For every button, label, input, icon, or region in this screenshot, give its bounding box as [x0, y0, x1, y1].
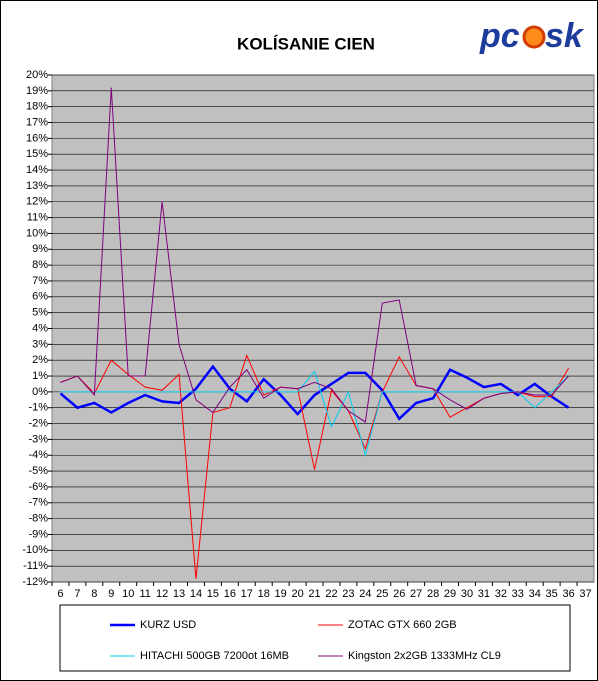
- x-tick-label: 17: [241, 588, 253, 600]
- y-tick-label: 14%: [26, 164, 48, 176]
- y-tick-label: 17%: [26, 116, 48, 128]
- logo: pc sk: [479, 17, 585, 55]
- x-tick-label: 19: [275, 588, 287, 600]
- y-tick-label: 7%: [32, 275, 48, 287]
- y-tick-label: 9%: [32, 243, 48, 255]
- y-tick-label: 10%: [26, 227, 48, 239]
- x-tick-label: 26: [393, 588, 405, 600]
- series-line: [60, 87, 569, 423]
- x-tick-label: 25: [376, 588, 388, 600]
- legend-label: KURZ USD: [140, 619, 196, 631]
- legend: [59, 604, 571, 672]
- x-tick-label: 28: [427, 588, 439, 600]
- y-tick-label: 6%: [32, 291, 48, 303]
- y-tick-label: 1%: [32, 370, 48, 382]
- y-tick-label: -6%: [28, 481, 48, 493]
- y-tick-label: -5%: [28, 465, 48, 477]
- y-tick-label: 18%: [26, 101, 48, 113]
- y-tick-label: 11%: [27, 212, 48, 224]
- x-tick-label: 12: [156, 588, 168, 600]
- series-line: [59, 364, 570, 421]
- x-tick-label: 10: [122, 588, 134, 600]
- x-tick-label: 16: [224, 588, 236, 600]
- y-tick-label: -7%: [28, 497, 48, 509]
- x-tick-label: 8: [91, 588, 97, 600]
- y-tick-label: 5%: [32, 307, 48, 319]
- x-tick-label: 23: [342, 588, 354, 600]
- series-line: [60, 370, 569, 458]
- y-tick-label: 12%: [26, 196, 48, 208]
- logo-flame: [522, 25, 546, 49]
- x-tick-label: 9: [108, 588, 114, 600]
- x-tick-label: 21: [308, 588, 320, 600]
- y-tick-label: -11%: [23, 560, 48, 572]
- y-tick-label: 13%: [26, 180, 48, 192]
- x-tick-label: 36: [562, 588, 574, 600]
- y-tick-label: -9%: [28, 528, 48, 540]
- x-tick-label: 15: [207, 588, 219, 600]
- x-tick-label: 14: [190, 588, 202, 600]
- y-tick-label: -4%: [28, 449, 48, 461]
- x-tick-label: 37: [579, 588, 591, 600]
- y-tick-label: 19%: [26, 85, 48, 97]
- y-tick-label: -3%: [28, 433, 48, 445]
- y-tick-label: -2%: [28, 417, 48, 429]
- chart-title: KOLÍSANIE CIEN: [237, 34, 375, 53]
- y-tick-label: 0%: [32, 386, 48, 398]
- x-tick-label: 13: [173, 588, 185, 600]
- y-tick-label: 15%: [26, 148, 48, 160]
- x-tick-label: 18: [258, 588, 270, 600]
- y-tick-label: 16%: [26, 132, 48, 144]
- x-tick-label: 20: [291, 588, 303, 600]
- y-tick-label: 4%: [32, 322, 48, 334]
- x-tick-label: 32: [495, 588, 507, 600]
- y-tick-label: 2%: [32, 354, 48, 366]
- x-tick-label: 31: [478, 588, 490, 600]
- y-tick-label: -1%: [28, 402, 48, 414]
- y-tick-label: -8%: [28, 513, 48, 525]
- x-tick-label: 11: [139, 588, 150, 600]
- x-tick-label: 35: [546, 588, 558, 600]
- x-tick-label: 27: [410, 588, 422, 600]
- legend-label: ZOTAC GTX 660 2GB: [348, 619, 457, 631]
- x-tick-label: 34: [529, 588, 541, 600]
- x-tick-label: 22: [325, 588, 337, 600]
- y-tick-label: 8%: [32, 259, 48, 271]
- x-tick-label: 24: [359, 588, 371, 600]
- logo-text: sk: [545, 17, 585, 55]
- logo-text: pc: [479, 17, 520, 55]
- y-tick-label: 20%: [26, 69, 48, 81]
- y-tick-label: -12%: [22, 576, 48, 588]
- x-tick-label: 6: [57, 588, 63, 600]
- y-tick-label: -10%: [22, 544, 48, 556]
- legend-label: HITACHI 500GB 7200ot 16MB: [140, 650, 289, 662]
- x-tick-label: 30: [461, 588, 473, 600]
- y-tick-label: 3%: [32, 338, 48, 350]
- x-tick-label: 33: [512, 588, 524, 600]
- legend-label: Kingston 2x2GB 1333MHz CL9: [348, 650, 501, 662]
- x-tick-label: 29: [444, 588, 456, 600]
- x-tick-label: 7: [74, 588, 80, 600]
